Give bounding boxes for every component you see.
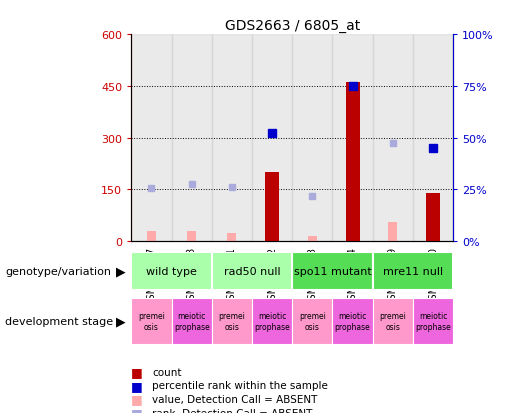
Text: genotype/variation: genotype/variation <box>5 266 111 277</box>
Text: meiotic
prophase: meiotic prophase <box>415 311 451 331</box>
Bar <box>131 35 171 242</box>
Bar <box>388 223 397 242</box>
Text: count: count <box>152 367 181 377</box>
Text: wild type: wild type <box>146 266 197 277</box>
Bar <box>308 236 317 242</box>
Text: premei
osis: premei osis <box>138 311 165 331</box>
Text: rank, Detection Call = ABSENT: rank, Detection Call = ABSENT <box>152 408 312 413</box>
Bar <box>252 298 293 344</box>
Bar <box>293 253 373 290</box>
Title: GDS2663 / 6805_at: GDS2663 / 6805_at <box>225 19 360 33</box>
Text: rad50 null: rad50 null <box>224 266 280 277</box>
Bar <box>131 298 171 344</box>
Bar <box>228 233 236 242</box>
Text: meiotic
prophase: meiotic prophase <box>335 311 370 331</box>
Bar <box>187 231 196 242</box>
Text: value, Detection Call = ABSENT: value, Detection Call = ABSENT <box>152 394 317 404</box>
Text: spo11 mutant: spo11 mutant <box>294 266 371 277</box>
Text: ■: ■ <box>131 379 143 392</box>
Bar <box>171 298 212 344</box>
Text: percentile rank within the sample: percentile rank within the sample <box>152 380 328 390</box>
Bar <box>413 298 453 344</box>
Bar <box>373 35 413 242</box>
Bar <box>252 35 292 242</box>
Text: ■: ■ <box>131 406 143 413</box>
Bar <box>292 35 333 242</box>
Text: meiotic
prophase: meiotic prophase <box>254 311 290 331</box>
Bar <box>373 253 453 290</box>
Text: meiotic
prophase: meiotic prophase <box>174 311 210 331</box>
Text: premei
osis: premei osis <box>218 311 245 331</box>
Bar <box>131 253 212 290</box>
Bar <box>212 298 252 344</box>
Text: premei
osis: premei osis <box>380 311 406 331</box>
Text: ▶: ▶ <box>116 265 126 278</box>
Bar <box>293 298 333 344</box>
Text: ■: ■ <box>131 392 143 406</box>
Text: mre11 null: mre11 null <box>383 266 443 277</box>
Bar <box>212 253 293 290</box>
Bar <box>147 231 156 242</box>
Bar <box>333 35 373 242</box>
Bar <box>265 173 279 242</box>
Text: development stage: development stage <box>5 316 113 326</box>
Bar <box>426 193 440 242</box>
Bar <box>413 35 453 242</box>
Bar <box>373 298 413 344</box>
Bar <box>171 35 212 242</box>
Bar <box>346 83 359 242</box>
Bar <box>333 298 373 344</box>
Bar <box>212 35 252 242</box>
Text: premei
osis: premei osis <box>299 311 326 331</box>
Text: ▶: ▶ <box>116 315 126 328</box>
Text: ■: ■ <box>131 365 143 378</box>
